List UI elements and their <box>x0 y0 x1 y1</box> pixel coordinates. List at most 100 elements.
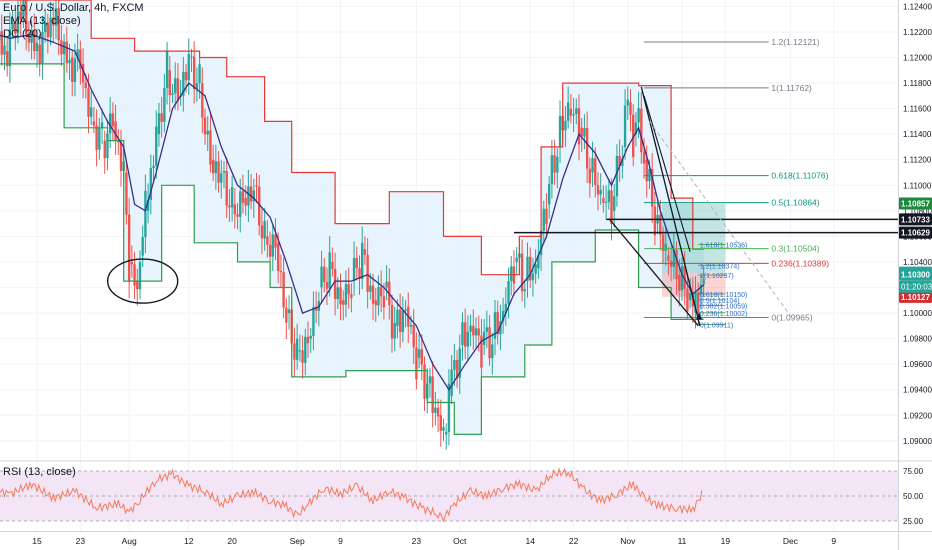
candle-body <box>141 237 144 256</box>
candle-body <box>306 336 310 344</box>
candle-body <box>412 324 415 348</box>
candle-body <box>249 186 253 202</box>
candle-body <box>615 155 619 197</box>
candle-body <box>680 266 684 291</box>
candle-body <box>504 304 508 314</box>
candle-body <box>266 236 269 245</box>
fib-level-label: 0.5(1.10864) <box>771 198 819 208</box>
donchian-upper-line <box>0 0 704 276</box>
candle-body <box>282 272 285 308</box>
candle-body <box>276 242 280 271</box>
candle-body <box>87 88 90 117</box>
circle-annotation <box>106 258 179 304</box>
time-tick-label: Dec <box>783 536 799 546</box>
candle-body <box>274 234 277 248</box>
fib2-level-label: 0.236(1.10002) <box>700 311 747 318</box>
candle-body <box>450 369 453 397</box>
candle-body <box>149 167 153 200</box>
legend-symbol[interactable]: Euro / U.S. Dollar, 4h, FXCM <box>3 2 144 14</box>
fib2-level-label: 1.618(1.10536) <box>700 243 747 250</box>
candle-body <box>545 208 548 225</box>
candle-body <box>60 40 63 55</box>
candle-body <box>152 165 155 168</box>
price-tick-label: 1.09800 <box>903 335 932 344</box>
candle-body <box>415 347 418 380</box>
candle-body <box>420 349 424 365</box>
candle-body <box>480 335 483 368</box>
candle-body <box>136 281 139 290</box>
price-tag-label: 1.10857 <box>901 200 930 209</box>
candle-body <box>35 42 39 52</box>
price-tag-box <box>899 197 932 210</box>
candle-body <box>469 325 472 332</box>
candle-body <box>22 0 25 17</box>
rsi-panel <box>0 460 932 523</box>
candle-body <box>477 328 480 336</box>
candle-body <box>431 376 434 413</box>
candle-body <box>393 322 396 339</box>
candle-body <box>436 407 440 417</box>
indicator-lines <box>0 0 705 435</box>
candle-body <box>163 88 166 122</box>
countdown-box <box>899 280 932 293</box>
candle-body <box>520 253 524 292</box>
candle-body <box>529 256 532 281</box>
candle-body <box>222 171 226 173</box>
price-tick-label: 1.10800 <box>903 207 932 216</box>
candle-body <box>683 266 686 289</box>
candle-body <box>626 99 629 106</box>
candle-body <box>190 56 193 58</box>
candle-body <box>523 289 526 292</box>
price-tick-label: 1.11400 <box>903 130 932 139</box>
candle-body <box>133 264 136 286</box>
donchian-channel-fill <box>0 0 704 435</box>
time-tick-label: Aug <box>122 536 137 546</box>
candle-body <box>618 155 621 167</box>
candle-body <box>566 102 570 121</box>
candle-body <box>496 312 499 335</box>
price-tag-label: 1.10300 <box>901 271 930 280</box>
candle-body <box>228 205 231 208</box>
candle-body <box>230 187 234 208</box>
candle-body <box>363 249 367 255</box>
candle-body <box>187 54 190 81</box>
time-tick-label: 9 <box>831 536 836 546</box>
candle-body <box>664 243 667 251</box>
rsi-tick-label: 25.00 <box>903 517 924 526</box>
candle-body <box>339 287 342 305</box>
candle-body <box>0 31 3 55</box>
candle-body <box>211 159 215 174</box>
price-tick-label: 1.11600 <box>903 105 932 114</box>
candle-body <box>16 11 20 34</box>
candle-body <box>33 29 36 52</box>
candle-body <box>542 208 545 231</box>
candle-body <box>458 348 461 379</box>
legend-ema[interactable]: EMA (13, close) <box>3 15 81 27</box>
candle-body <box>678 274 681 291</box>
candle-body <box>5 51 9 67</box>
candle-body <box>583 127 586 137</box>
candle-body <box>577 108 581 145</box>
candle-body <box>138 262 142 290</box>
candle-body <box>556 156 559 173</box>
price-tick-label: 1.12200 <box>903 28 932 37</box>
candle-body <box>629 102 632 115</box>
candle-body <box>434 407 437 413</box>
legend-donchian[interactable]: DC (20) <box>3 28 42 40</box>
candle-body <box>361 242 364 279</box>
candle-body <box>650 168 654 207</box>
candle-body <box>46 22 50 38</box>
candle-body <box>667 255 670 262</box>
time-tick-label: 15 <box>32 536 42 546</box>
candle-body <box>206 130 209 135</box>
candle-body <box>499 321 502 335</box>
drawings[interactable]: 1.2(1.12121) 1(1.11762) 0.618(1.11076) 0.5(… <box>106 37 898 329</box>
candle-body <box>209 130 212 165</box>
legend-rsi[interactable]: RSI (13, close) <box>3 466 76 478</box>
candle-body <box>637 108 640 123</box>
candle-body <box>146 199 150 211</box>
candle-body <box>236 214 239 217</box>
price-tag-box <box>899 268 932 281</box>
